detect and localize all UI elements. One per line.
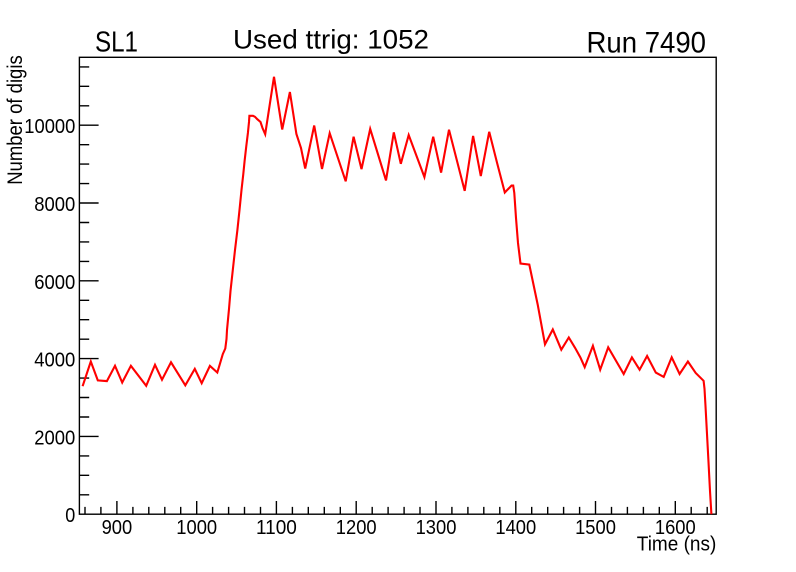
svg-text:1400: 1400 [495, 517, 536, 539]
svg-text:1600: 1600 [655, 517, 696, 539]
svg-text:1200: 1200 [336, 517, 377, 539]
svg-text:SL1: SL1 [95, 27, 138, 59]
svg-text:1000: 1000 [176, 517, 217, 539]
svg-text:1300: 1300 [416, 517, 457, 539]
svg-text:2000: 2000 [34, 427, 75, 449]
svg-text:Time (ns): Time (ns) [637, 534, 717, 556]
svg-text:Run 7490: Run 7490 [587, 26, 707, 59]
svg-text:4000: 4000 [34, 350, 75, 372]
svg-text:10000: 10000 [24, 116, 75, 138]
svg-text:0: 0 [65, 505, 75, 527]
svg-text:1500: 1500 [575, 517, 616, 539]
svg-text:8000: 8000 [34, 194, 75, 216]
svg-text:900: 900 [102, 517, 133, 539]
svg-text:Number of digis: Number of digis [4, 55, 27, 185]
svg-text:6000: 6000 [34, 272, 75, 294]
svg-text:Used ttrig: 1052: Used ttrig: 1052 [233, 24, 429, 54]
svg-text:1100: 1100 [256, 517, 297, 539]
